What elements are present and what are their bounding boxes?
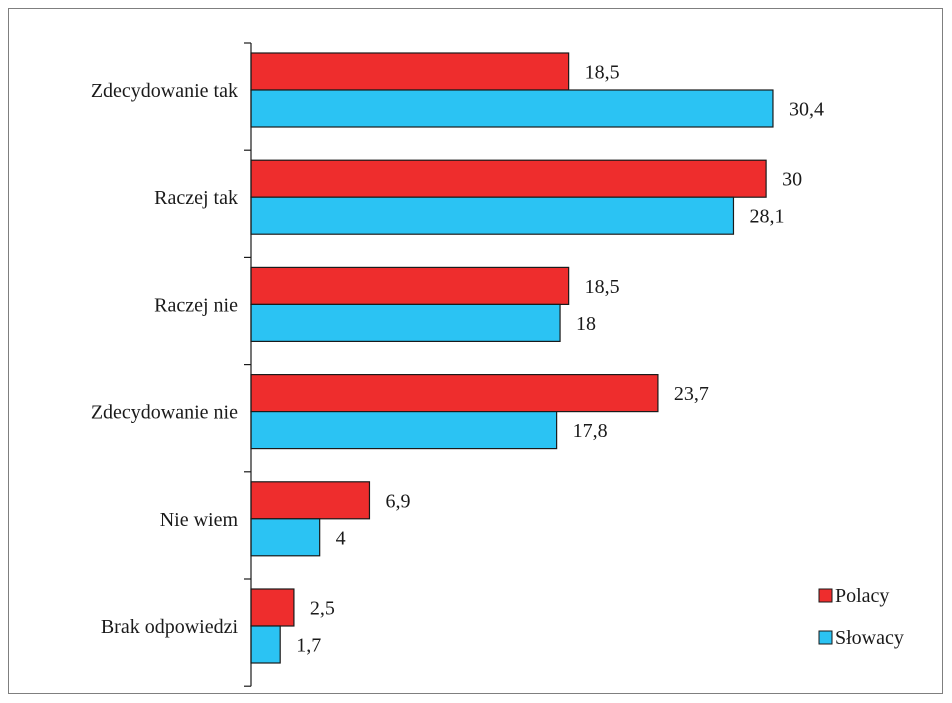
data-label-polacy-raczej-nie: 18,5 <box>585 276 620 298</box>
legend-label-polacy: Polacy <box>835 585 889 607</box>
legend-label-slowacy: Słowacy <box>835 627 904 649</box>
category-label-nie-wiem: Nie wiem <box>160 509 239 531</box>
bar-slowacy-raczej-nie <box>250 303 561 342</box>
data-label-polacy-raczej-tak: 30 <box>782 169 802 191</box>
bar-polacy-raczej-nie <box>250 266 570 305</box>
legend: Polacy Słowacy <box>818 585 904 649</box>
data-label-polacy-zdecydowanie-nie: 23,7 <box>674 383 709 405</box>
category-label-raczej-tak: Raczej tak <box>154 187 238 209</box>
bar-polacy-brak-odpowiedzi <box>250 588 295 627</box>
bar-slowacy-zdecydowanie-nie <box>250 411 558 450</box>
bar-slowacy-raczej-tak <box>250 196 735 235</box>
legend-swatch-polacy <box>818 588 833 603</box>
data-label-slowacy-brak-odpowiedzi: 1,7 <box>296 635 321 657</box>
chart-frame: Zdecydowanie tak Raczej tak Raczej nie Zdec… <box>8 8 943 694</box>
bar-polacy-zdecydowanie-nie <box>250 374 659 413</box>
bar-polacy-raczej-tak <box>250 159 767 198</box>
bar-slowacy-brak-odpowiedzi <box>250 625 281 664</box>
category-label-zdecydowanie-tak: Zdecydowanie tak <box>91 80 238 102</box>
bar-polacy-nie-wiem <box>250 481 371 520</box>
data-label-polacy-brak-odpowiedzi: 2,5 <box>310 598 335 620</box>
data-label-slowacy-zdecydowanie-tak: 30,4 <box>789 99 824 121</box>
bar-slowacy-zdecydowanie-tak <box>250 89 774 128</box>
bar-chart: Zdecydowanie tak Raczej tak Raczej nie Zdec… <box>91 42 904 687</box>
data-label-slowacy-nie-wiem: 4 <box>336 527 346 549</box>
data-label-slowacy-zdecydowanie-nie: 17,8 <box>573 420 608 442</box>
category-label-brak-odpowiedzi: Brak odpowiedzi <box>101 616 239 638</box>
legend-swatch-slowacy <box>818 630 833 645</box>
data-label-slowacy-raczej-nie: 18 <box>576 313 596 335</box>
category-label-zdecydowanie-nie: Zdecydowanie nie <box>91 402 238 424</box>
bar-slowacy-nie-wiem <box>250 518 321 557</box>
data-label-slowacy-raczej-tak: 28,1 <box>749 206 784 228</box>
category-label-raczej-nie: Raczej nie <box>154 294 238 316</box>
data-label-polacy-zdecydowanie-tak: 18,5 <box>585 62 620 84</box>
bar-polacy-zdecydowanie-tak <box>250 52 570 91</box>
data-label-polacy-nie-wiem: 6,9 <box>385 490 410 512</box>
